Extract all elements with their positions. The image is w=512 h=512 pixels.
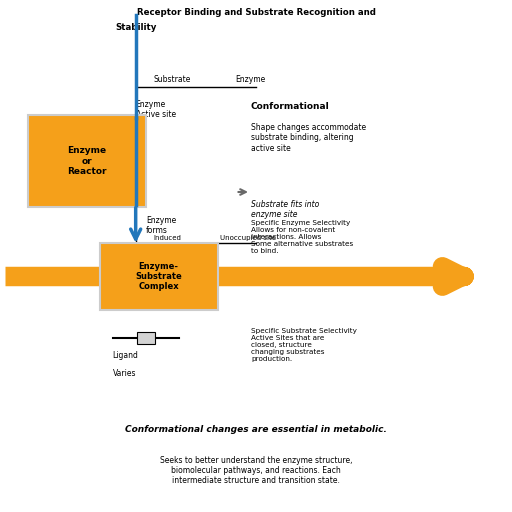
Text: Stability: Stability bbox=[115, 23, 156, 32]
Text: Substrate: Substrate bbox=[154, 75, 191, 84]
Text: Conformational changes are essential in metabolic.: Conformational changes are essential in … bbox=[125, 425, 387, 434]
Text: Enzyme
or
Reactor: Enzyme or Reactor bbox=[67, 146, 107, 176]
Text: Specific Enzyme Selectivity
Allows for non-covalent
Interactions. Allows
Some al: Specific Enzyme Selectivity Allows for n… bbox=[251, 220, 353, 254]
FancyBboxPatch shape bbox=[137, 332, 155, 344]
Text: Varies: Varies bbox=[113, 369, 136, 378]
Text: Conformational: Conformational bbox=[251, 102, 330, 112]
FancyBboxPatch shape bbox=[100, 243, 218, 310]
Text: Enzyme-
Substrate
Complex: Enzyme- Substrate Complex bbox=[135, 262, 182, 291]
Text: Specific Substrate Selectivity
Active Sites that are
closed, structure
changing : Specific Substrate Selectivity Active Si… bbox=[251, 328, 357, 361]
Text: Enzyme
Active site: Enzyme Active site bbox=[136, 100, 176, 119]
Text: Ligand: Ligand bbox=[113, 351, 139, 360]
Text: Receptor Binding and Substrate Recognition and: Receptor Binding and Substrate Recogniti… bbox=[137, 8, 375, 17]
Text: Substrate fits into
enzyme site: Substrate fits into enzyme site bbox=[251, 200, 319, 219]
Text: Ligand
Binds: Ligand Binds bbox=[136, 256, 159, 269]
Text: Unoccupied site: Unoccupied site bbox=[220, 234, 276, 241]
Text: Induced: Induced bbox=[154, 234, 181, 241]
Text: Enzyme: Enzyme bbox=[236, 75, 266, 84]
Text: Shape changes accommodate
substrate binding, altering
active site: Shape changes accommodate substrate bind… bbox=[251, 123, 366, 153]
FancyBboxPatch shape bbox=[28, 115, 146, 207]
Text: Seeks to better understand the enzyme structure,
biomolecular pathways, and reac: Seeks to better understand the enzyme st… bbox=[160, 456, 352, 485]
Text: Enzyme
forms: Enzyme forms bbox=[146, 216, 176, 235]
